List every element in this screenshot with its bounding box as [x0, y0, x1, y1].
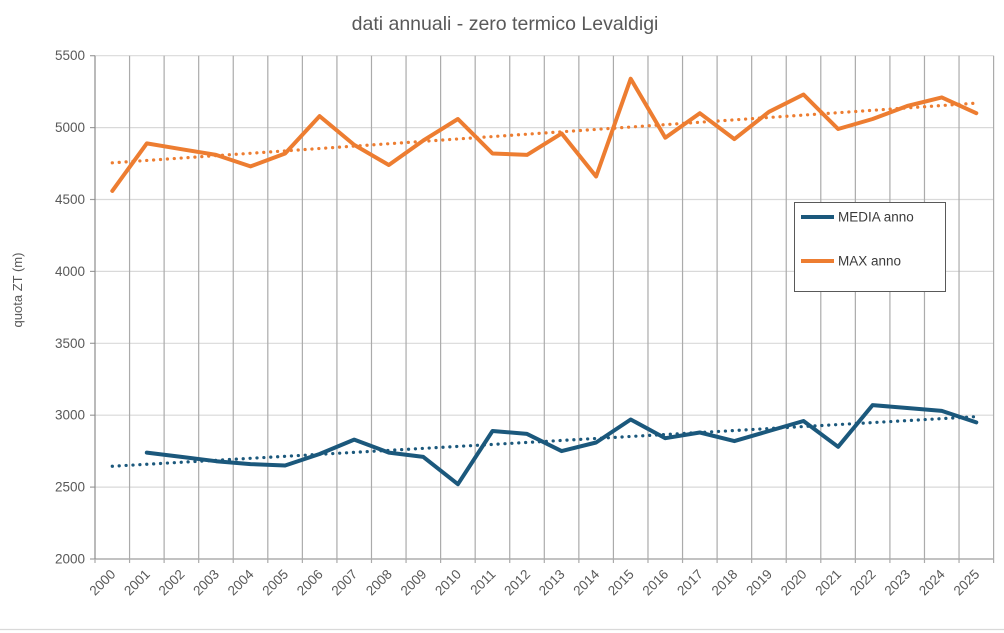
x-tick-label: 2024	[916, 566, 948, 598]
x-tick-label: 2002	[156, 567, 188, 599]
x-tick-label: 2025	[951, 567, 983, 599]
x-tick-label: 2005	[259, 567, 291, 599]
y-tick-label: 2500	[55, 480, 85, 495]
x-tick-label: 2020	[778, 567, 810, 599]
x-tick-label: 2021	[812, 567, 844, 599]
x-tick-label: 2004	[225, 566, 257, 598]
series-lines	[110, 76, 979, 487]
x-tick-label: 2008	[363, 567, 395, 599]
legend-media-label: MEDIA anno	[838, 210, 914, 225]
trendline-max	[110, 101, 978, 165]
y-tick-label: 5000	[55, 120, 85, 135]
y-axis-labels: 2000 2500 3000 3500 4000 4500 5000 5500	[55, 48, 85, 566]
x-tick-label: 2022	[847, 567, 879, 599]
x-tick-label: 2010	[432, 567, 464, 599]
y-tick-label: 3500	[55, 336, 85, 351]
legend: MEDIA anno MAX anno	[794, 202, 946, 292]
y-tick-label: 2000	[55, 552, 85, 567]
x-tick-label: 2001	[121, 567, 153, 599]
y-tick-label: 3000	[55, 408, 85, 423]
x-tick-label: 2014	[570, 566, 602, 598]
x-tick-label: 2000	[87, 567, 119, 599]
chart-title: dati annuali - zero termico Levaldigi	[352, 13, 659, 35]
x-tick-label: 2003	[190, 567, 222, 599]
x-tick-label: 2018	[709, 567, 741, 599]
x-tick-label: 2007	[328, 567, 360, 599]
x-tick-label: 2006	[294, 567, 326, 599]
y-tick-label: 4000	[55, 264, 85, 279]
legend-max-label: MAX anno	[838, 254, 901, 269]
x-tick-label: 2013	[536, 567, 568, 599]
x-tick-label: 2016	[640, 567, 672, 599]
y-tick-label: 4500	[55, 192, 85, 207]
gridlines	[0, 55, 1004, 631]
x-tick-label: 2019	[743, 567, 775, 599]
trendlines	[110, 101, 978, 468]
series-line-media	[144, 403, 979, 487]
x-tick-label: 2011	[467, 567, 498, 598]
trendline-media	[110, 415, 978, 468]
series-line-max	[110, 76, 979, 193]
y-tick-label: 5500	[55, 48, 85, 63]
x-tick-label: 2023	[881, 567, 913, 599]
x-tick-label: 2017	[674, 567, 706, 599]
x-axis-labels: 2000 2001 2002 2003 2004 2005 2006 2007 2008 2009…	[87, 566, 983, 598]
x-tick-label: 2009	[398, 567, 430, 599]
y-axis-title: quota ZT (m)	[10, 253, 25, 328]
x-tick-label: 2012	[501, 567, 533, 599]
x-tick-label: 2015	[605, 567, 637, 599]
